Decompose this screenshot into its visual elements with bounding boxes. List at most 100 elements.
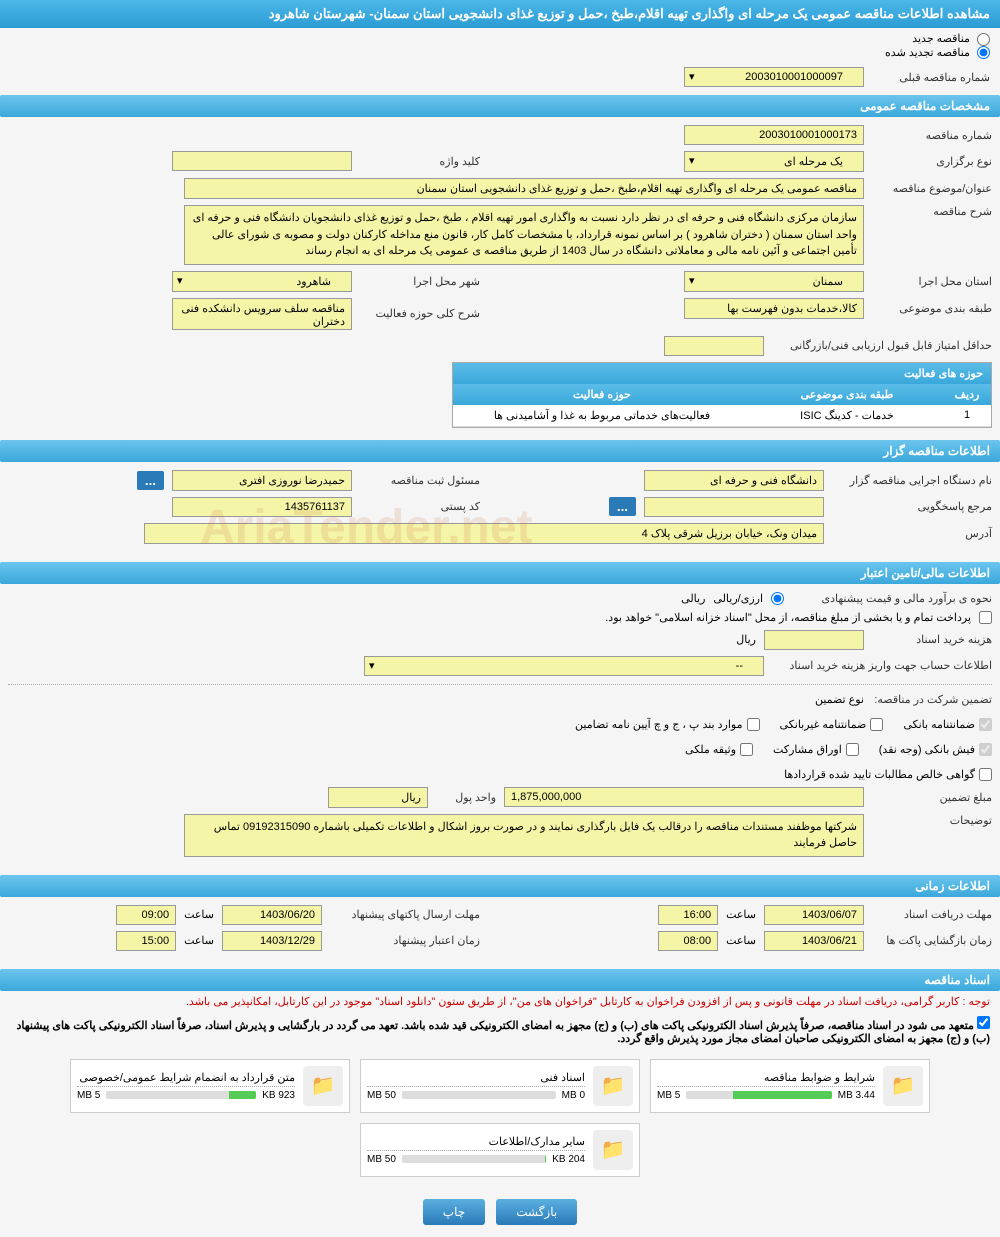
prev-num-label: شماره مناقصه قبلی [870, 71, 990, 84]
time-label-4: ساعت [184, 934, 214, 947]
activity-table: حوزه های فعالیت ردیف طبقه بندی موضوعی حو… [452, 362, 992, 428]
doc-cost-label: هزینه خرید اسناد [872, 633, 992, 646]
account-dropdown[interactable]: -- [364, 656, 764, 676]
doc-deadline-label: مهلت دریافت اسناد [872, 908, 992, 921]
chk-bonds[interactable]: اوراق مشارکت [773, 743, 859, 756]
notice-black: متعهد می شود در اسناد مناقصه، صرفاً پذیر… [17, 1020, 990, 1045]
file-title: متن قرارداد به انضمام شرایط عمومی/خصوصی [77, 1071, 295, 1087]
file-total: 50 MB [367, 1090, 396, 1101]
chk-cases[interactable]: موارد بند پ ، ج و چ آیین نامه تضامین [575, 718, 759, 731]
radio-renewed-tender[interactable]: مناقصه تجدید شده [885, 46, 990, 60]
folder-icon: 📁 [883, 1066, 923, 1106]
number-field: 2003010001000173 [684, 125, 864, 145]
time-label-3: ساعت [184, 908, 214, 921]
envelope-label: مهلت ارسال پاکتهای پیشنهاد [330, 908, 480, 921]
currency-radio[interactable] [771, 592, 784, 605]
radio-new-tender[interactable]: مناقصه جدید [912, 32, 990, 46]
currency-value: ریالی [681, 592, 705, 605]
prev-num-dropdown[interactable]: 2003010001000097 [684, 67, 864, 87]
file-used: 923 KB [262, 1090, 295, 1101]
file-title: اسناد فنی [367, 1071, 585, 1087]
doc-deadline-time: 16:00 [658, 905, 718, 925]
radio-new-input[interactable] [977, 33, 990, 46]
activity-desc-field: مناقصه سلف سرویس دانشکده فنی دختران [172, 298, 352, 330]
section-organizer: اطلاعات مناقصه گزار [0, 440, 1000, 462]
section-docs: اسناد مناقصه [0, 969, 1000, 991]
col-row-num: ردیف [947, 388, 987, 401]
validity-label: زمان اعتبار پیشنهاد [330, 934, 480, 947]
keyword-field[interactable] [172, 151, 352, 171]
folder-icon: 📁 [593, 1066, 633, 1106]
contact-field [644, 497, 824, 517]
min-score-label: حداقل امتیاز قابل قبول ارزیابی فنی/بازرگ… [772, 339, 992, 352]
folder-icon: 📁 [303, 1066, 343, 1106]
opening-date: 1403/06/21 [764, 931, 864, 951]
chk-cash[interactable]: فیش بانکی (وجه نقد) [879, 743, 992, 756]
subject-label: عنوان/موضوع مناقصه [872, 182, 992, 195]
account-label: اطلاعات حساب جهت واریز هزینه خرید اسناد [772, 659, 992, 672]
amount-field: 1,875,000,000 [504, 787, 864, 807]
envelope-time: 09:00 [116, 905, 176, 925]
address-field: میدان ونک، خیابان برزیل شرقی پلاک 4 [144, 523, 824, 544]
back-button[interactable]: بازگشت [496, 1199, 577, 1225]
guarantee-type-label: نوع تضمین [815, 693, 864, 706]
radio-renewed-input[interactable] [977, 46, 990, 59]
file-card[interactable]: 📁شرایط و ضوابط مناقصه3.44 MB5 MB [650, 1059, 930, 1113]
responsible-more-button[interactable]: ... [137, 471, 164, 490]
chk-bank[interactable]: ضمانتنامه بانکی [903, 718, 992, 731]
category-field: کالا،خدمات بدون فهرست بها [684, 298, 864, 319]
amount-label: مبلغ تضمین [872, 791, 992, 804]
folder-icon: 📁 [593, 1130, 633, 1170]
desc-label: شرح مناقصه [872, 205, 992, 218]
contact-label: مرجع پاسخگویی [832, 500, 992, 513]
file-card[interactable]: 📁 متن قرارداد به انضمام شرایط عمومی/خصوصی… [70, 1059, 350, 1113]
validity-date: 1403/12/29 [222, 931, 322, 951]
cell-num: 1 [947, 409, 987, 422]
number-label: شماره مناقصه [872, 129, 992, 142]
address-label: آدرس [832, 527, 992, 540]
print-button[interactable]: چاپ [423, 1199, 485, 1225]
treasury-checkbox[interactable] [979, 611, 992, 624]
doc-cost-unit: ریال [736, 633, 756, 646]
section-general: مشخصات مناقصه عمومی [0, 95, 1000, 117]
notice-red: توجه : کاربر گرامی، دریافت اسناد در مهلت… [0, 991, 1000, 1012]
chk-property[interactable]: وثیقه ملکی [685, 743, 753, 756]
keyword-label: کلید واژه [360, 155, 480, 168]
responsible-label: مسئول ثبت مناقصه [360, 474, 480, 487]
responsible-field: حمیدرضا نوروزی افتری [172, 470, 352, 491]
file-card[interactable]: 📁 اسناد فنی 0 MB 50 MB [360, 1059, 640, 1113]
min-score-field[interactable] [664, 336, 764, 356]
commitment-checkbox[interactable] [977, 1016, 990, 1029]
table-row: 1 خدمات - کدینگ ISIC فعالیت‌های خدماتی م… [453, 405, 991, 427]
subject-field: مناقصه عمومی یک مرحله ای واگذاری تهیه اق… [184, 178, 864, 199]
category-label: طبقه بندی موضوعی [872, 302, 992, 315]
notes-label: توضیحات [872, 814, 992, 827]
chk-nonbank[interactable]: ضمانتنامه غیربانکی [780, 718, 884, 731]
org-field: دانشگاه فنی و حرفه ای [644, 470, 824, 491]
file-card[interactable]: 📁سایر مدارک/اطلاعات204 KB50 MB [360, 1123, 640, 1177]
province-dropdown[interactable]: سمنان [684, 271, 864, 292]
file-title: شرایط و ضوابط مناقصه [657, 1071, 875, 1087]
province-label: استان محل اجرا [872, 275, 992, 288]
guarantee-label: تضمین شرکت در مناقصه: [872, 693, 992, 706]
file-title: سایر مدارک/اطلاعات [367, 1135, 585, 1151]
opening-label: زمان بازگشایی پاکت ها [872, 934, 992, 947]
activity-desc-label: شرح کلی حوزه فعالیت [360, 307, 480, 320]
unit-field: ریال [328, 787, 428, 808]
treasury-note: پرداخت تمام و یا بخشی از مبلغ مناقصه، از… [605, 611, 971, 624]
file-used: 0 MB [562, 1090, 585, 1101]
type-dropdown[interactable]: یک مرحله ای [684, 151, 864, 172]
section-financial: اطلاعات مالی/تامین اعتبار [0, 562, 1000, 584]
doc-cost-field[interactable] [764, 630, 864, 650]
org-label: نام دستگاه اجرایی مناقصه گزار [832, 474, 992, 487]
radio-renewed-label: مناقصه تجدید شده [885, 47, 970, 59]
desc-field: سازمان مرکزی دانشگاه فنی و حرفه ای در نظ… [184, 205, 864, 265]
contact-more-button[interactable]: ... [609, 497, 636, 516]
cell-act: فعالیت‌های خدماتی مربوط به غذا و آشامیدن… [457, 409, 747, 422]
file-total: 5 MB [657, 1090, 680, 1101]
type-label: نوع برگزاری [872, 155, 992, 168]
chk-receivables[interactable]: گواهی خالص مطالبات تایید شده قراردادها [784, 768, 992, 781]
validity-time: 15:00 [116, 931, 176, 951]
time-label-1: ساعت [726, 908, 756, 921]
city-dropdown[interactable]: شاهرود [172, 271, 352, 292]
